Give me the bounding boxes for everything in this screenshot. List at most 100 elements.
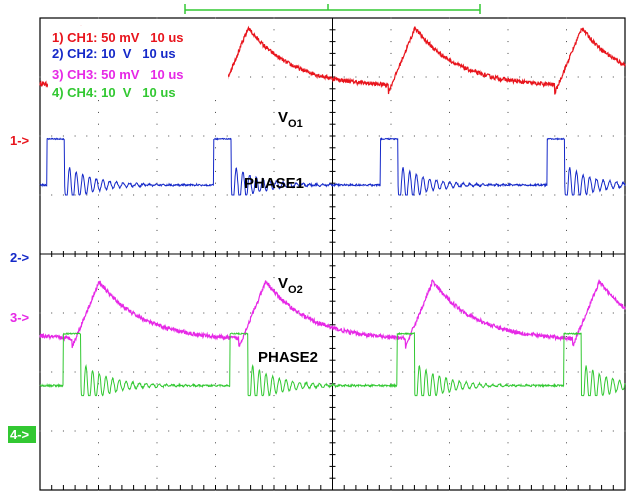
grid-dot: [273, 41, 275, 43]
grid-dot: [507, 418, 509, 420]
grid-dot: [156, 395, 158, 397]
grid-dot: [273, 406, 275, 408]
grid-dot: [601, 371, 603, 373]
grid-dot: [601, 430, 603, 432]
grid-dot: [542, 430, 544, 432]
grid-dot: [554, 76, 556, 78]
grid-dot: [519, 76, 521, 78]
grid-dot: [215, 218, 216, 220]
grid-dot: [390, 395, 392, 397]
grid-dot: [425, 430, 427, 432]
marker-ch1: 1->: [10, 133, 30, 148]
grid-dot: [390, 418, 392, 420]
grid-dot: [601, 312, 603, 314]
grid-dot: [378, 135, 380, 137]
grid-dot: [273, 371, 275, 373]
grid-dot: [589, 371, 591, 373]
time-cursor-bracket: [184, 4, 481, 14]
grid-dot: [449, 147, 450, 149]
grid-dot: [566, 430, 567, 432]
grid-dot: [156, 442, 158, 444]
grid-dot: [285, 312, 287, 314]
grid-dot: [589, 194, 591, 196]
grid-dot: [449, 182, 450, 184]
grid-dot: [62, 135, 64, 137]
grid-dot: [144, 135, 146, 137]
grid-dot: [413, 76, 415, 78]
grid-dot: [215, 123, 216, 125]
grid-dot: [507, 395, 509, 397]
grid-dot: [273, 147, 275, 149]
grid-dot: [566, 123, 567, 125]
grid-dot: [308, 371, 310, 373]
grid-dot: [62, 430, 64, 432]
grid-dot: [566, 100, 567, 102]
grid-dot: [308, 194, 310, 196]
grid-dot: [507, 123, 509, 125]
grid-dot: [566, 406, 567, 408]
label-vo1: VO1: [278, 109, 303, 130]
grid-dot: [507, 454, 509, 456]
grid-dot: [566, 442, 567, 444]
grid-dot: [577, 76, 579, 78]
grid-dot: [484, 312, 486, 314]
grid-dot: [449, 312, 450, 314]
grid-dot: [566, 29, 567, 31]
grid-dot: [566, 265, 567, 267]
grid-dot: [566, 52, 567, 54]
grid-dot: [308, 135, 310, 137]
grid-dot: [390, 430, 392, 432]
grid-dot: [296, 312, 298, 314]
grid-dot: [215, 430, 216, 432]
grid-dot: [98, 454, 99, 456]
grid-dot: [133, 430, 135, 432]
grid-dot: [390, 477, 392, 479]
label-vo1-sub: O1: [288, 118, 303, 130]
grid-dot: [507, 52, 509, 54]
grid-dot: [133, 371, 135, 373]
grid-dot: [215, 324, 216, 326]
grid-dot: [542, 371, 544, 373]
grid-dot: [507, 359, 509, 361]
grid-dot: [390, 406, 392, 408]
grid-dot: [460, 312, 462, 314]
grid-dot: [390, 135, 392, 137]
grid-dot: [449, 64, 450, 66]
grid-dot: [566, 88, 567, 90]
grid-dot: [215, 241, 216, 243]
grid-dot: [226, 135, 228, 137]
grid-dot: [437, 312, 439, 314]
grid-dot: [449, 88, 450, 90]
grid-dot: [355, 194, 357, 196]
grid-dot: [402, 312, 404, 314]
legend-box: [48, 26, 228, 100]
grid-dot: [566, 465, 567, 467]
grid-dot: [390, 324, 392, 326]
grid-dot: [156, 371, 158, 373]
grid-dot: [367, 312, 369, 314]
grid-dot: [367, 371, 369, 373]
grid-dot: [273, 477, 275, 479]
grid-dot: [624, 76, 626, 78]
grid-dot: [519, 312, 521, 314]
grid-dot: [612, 76, 614, 78]
grid-dot: [390, 300, 392, 302]
grid-dot: [390, 442, 392, 444]
grid-dot: [566, 241, 567, 243]
grid-dot: [566, 17, 567, 19]
grid-dot: [507, 324, 509, 326]
grid-dot: [413, 312, 415, 314]
grid-dot: [566, 347, 567, 349]
grid-dot: [109, 312, 111, 314]
grid-dot: [121, 312, 123, 314]
grid-dot: [238, 371, 240, 373]
grid-dot: [577, 312, 579, 314]
grid-dot: [507, 430, 509, 432]
grid-dot: [472, 135, 474, 137]
grid-dot: [273, 218, 275, 220]
grid-dot: [484, 371, 486, 373]
grid-dot: [39, 76, 41, 78]
grid-dot: [472, 194, 474, 196]
grid-dot: [449, 100, 450, 102]
grid-dot: [98, 241, 99, 243]
